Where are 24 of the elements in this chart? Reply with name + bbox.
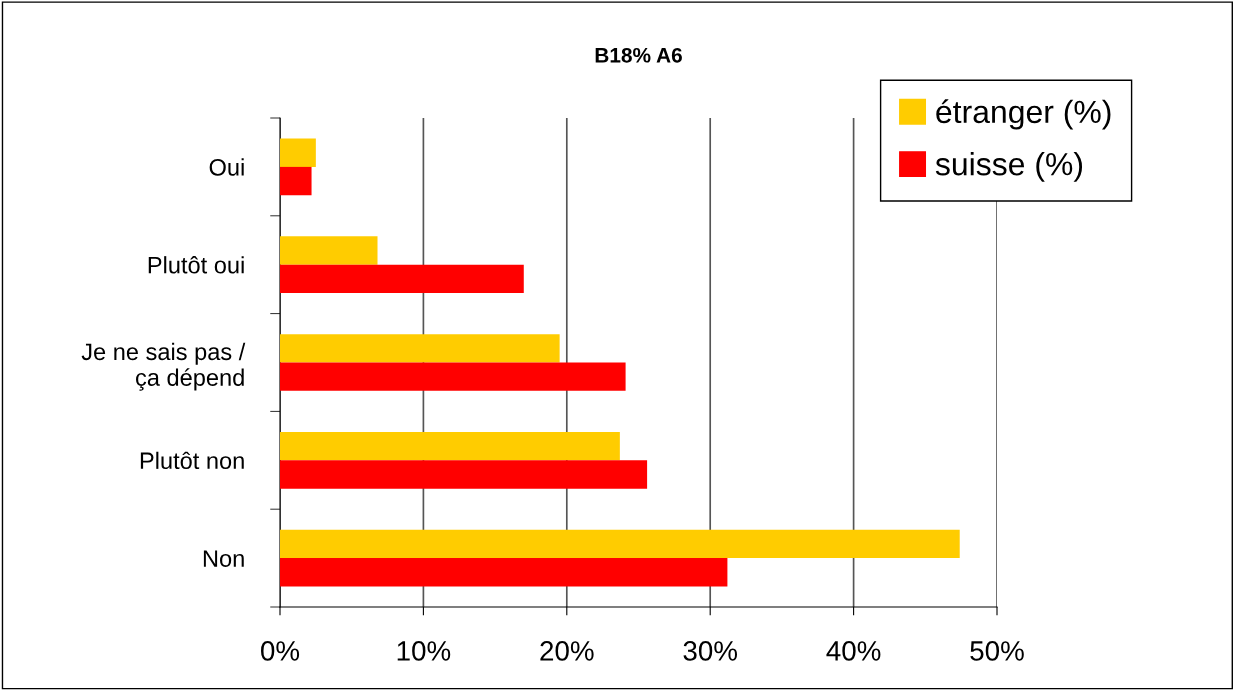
y-tick-label: Plutôt non: [140, 451, 244, 470]
bar: [280, 529, 960, 559]
legend-label: suisse (%): [935, 152, 1083, 182]
y-tick-label: Plutôt oui: [148, 256, 244, 274]
bar: [280, 236, 378, 265]
y-tick-label: Oui: [209, 158, 244, 176]
y-tick-label: Je ne sais pas / ça dépend: [81, 342, 246, 391]
x-tick-label: 40%: [826, 641, 881, 661]
bar: [280, 362, 626, 391]
bar: [280, 264, 524, 294]
bar: [280, 166, 312, 196]
bar: [280, 431, 620, 461]
x-tick-label: 10%: [397, 641, 451, 661]
x-tick-label: 0%: [261, 641, 300, 661]
y-tick-label: Non: [203, 550, 244, 567]
x-tick-label: 50%: [970, 641, 1024, 661]
x-tick-label: 30%: [683, 641, 738, 661]
legend-label: étranger (%): [936, 99, 1111, 130]
bar: [280, 460, 648, 489]
x-tick-label: 20%: [540, 641, 594, 661]
bar: [280, 558, 728, 587]
bar: [280, 334, 560, 363]
chart-title: B18% A6: [595, 47, 682, 63]
bar: [280, 138, 316, 167]
